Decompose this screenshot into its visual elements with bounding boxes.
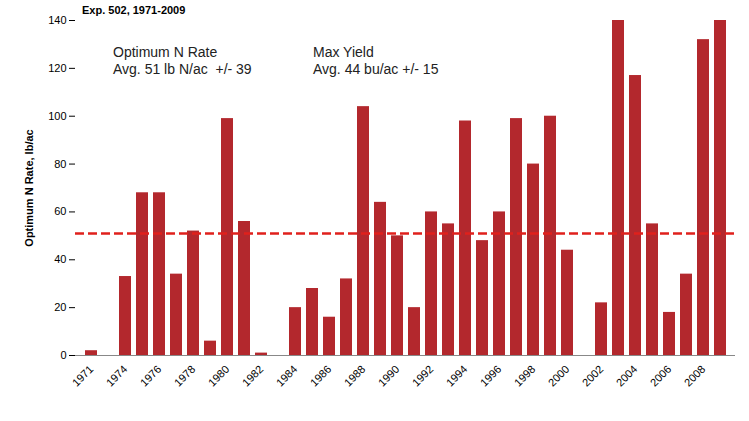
svg-text:1996: 1996 (478, 363, 504, 389)
svg-text:2006: 2006 (648, 363, 674, 389)
svg-text:Optimum N Rate, lb/ac: Optimum N Rate, lb/ac (23, 129, 35, 246)
svg-text:20: 20 (54, 301, 66, 313)
svg-text:1974: 1974 (104, 363, 130, 389)
svg-text:120: 120 (48, 62, 66, 74)
svg-text:1984: 1984 (274, 363, 300, 389)
html-text:Max Yield Avg. 44 bu/ac +/- 15: Max Yield Avg. 44 bu/ac +/- 15 (313, 44, 439, 77)
svg-text:1978: 1978 (172, 363, 198, 389)
svg-text:140: 140 (48, 14, 66, 26)
svg-text:2004: 2004 (614, 363, 640, 389)
svg-text:2008: 2008 (682, 363, 708, 389)
svg-text:1971: 1971 (70, 363, 96, 389)
svg-text:2000: 2000 (546, 363, 572, 389)
svg-text:1990: 1990 (376, 363, 402, 389)
svg-text:1976: 1976 (138, 363, 164, 389)
svg-text:1988: 1988 (342, 363, 368, 389)
svg-text:1992: 1992 (410, 363, 436, 389)
svg-text:80: 80 (54, 158, 66, 170)
html-text:Exp. 502, 1971-2009: Exp. 502, 1971-2009 (82, 4, 186, 16)
svg-text:40: 40 (54, 253, 66, 265)
html-text:Optimum N Rate Avg. 51 lb N/ac: Optimum N Rate Avg. 51 lb N/ac +/- 39 (113, 44, 252, 77)
svg-text:1982: 1982 (240, 363, 266, 389)
svg-text:2002: 2002 (580, 363, 606, 389)
svg-text:1980: 1980 (206, 363, 232, 389)
svg-text:100: 100 (48, 110, 66, 122)
svg-text:1998: 1998 (512, 363, 538, 389)
svg-text:60: 60 (54, 205, 66, 217)
svg-text:1994: 1994 (444, 363, 470, 389)
svg-text:1986: 1986 (308, 363, 334, 389)
svg-text:0: 0 (60, 349, 66, 361)
